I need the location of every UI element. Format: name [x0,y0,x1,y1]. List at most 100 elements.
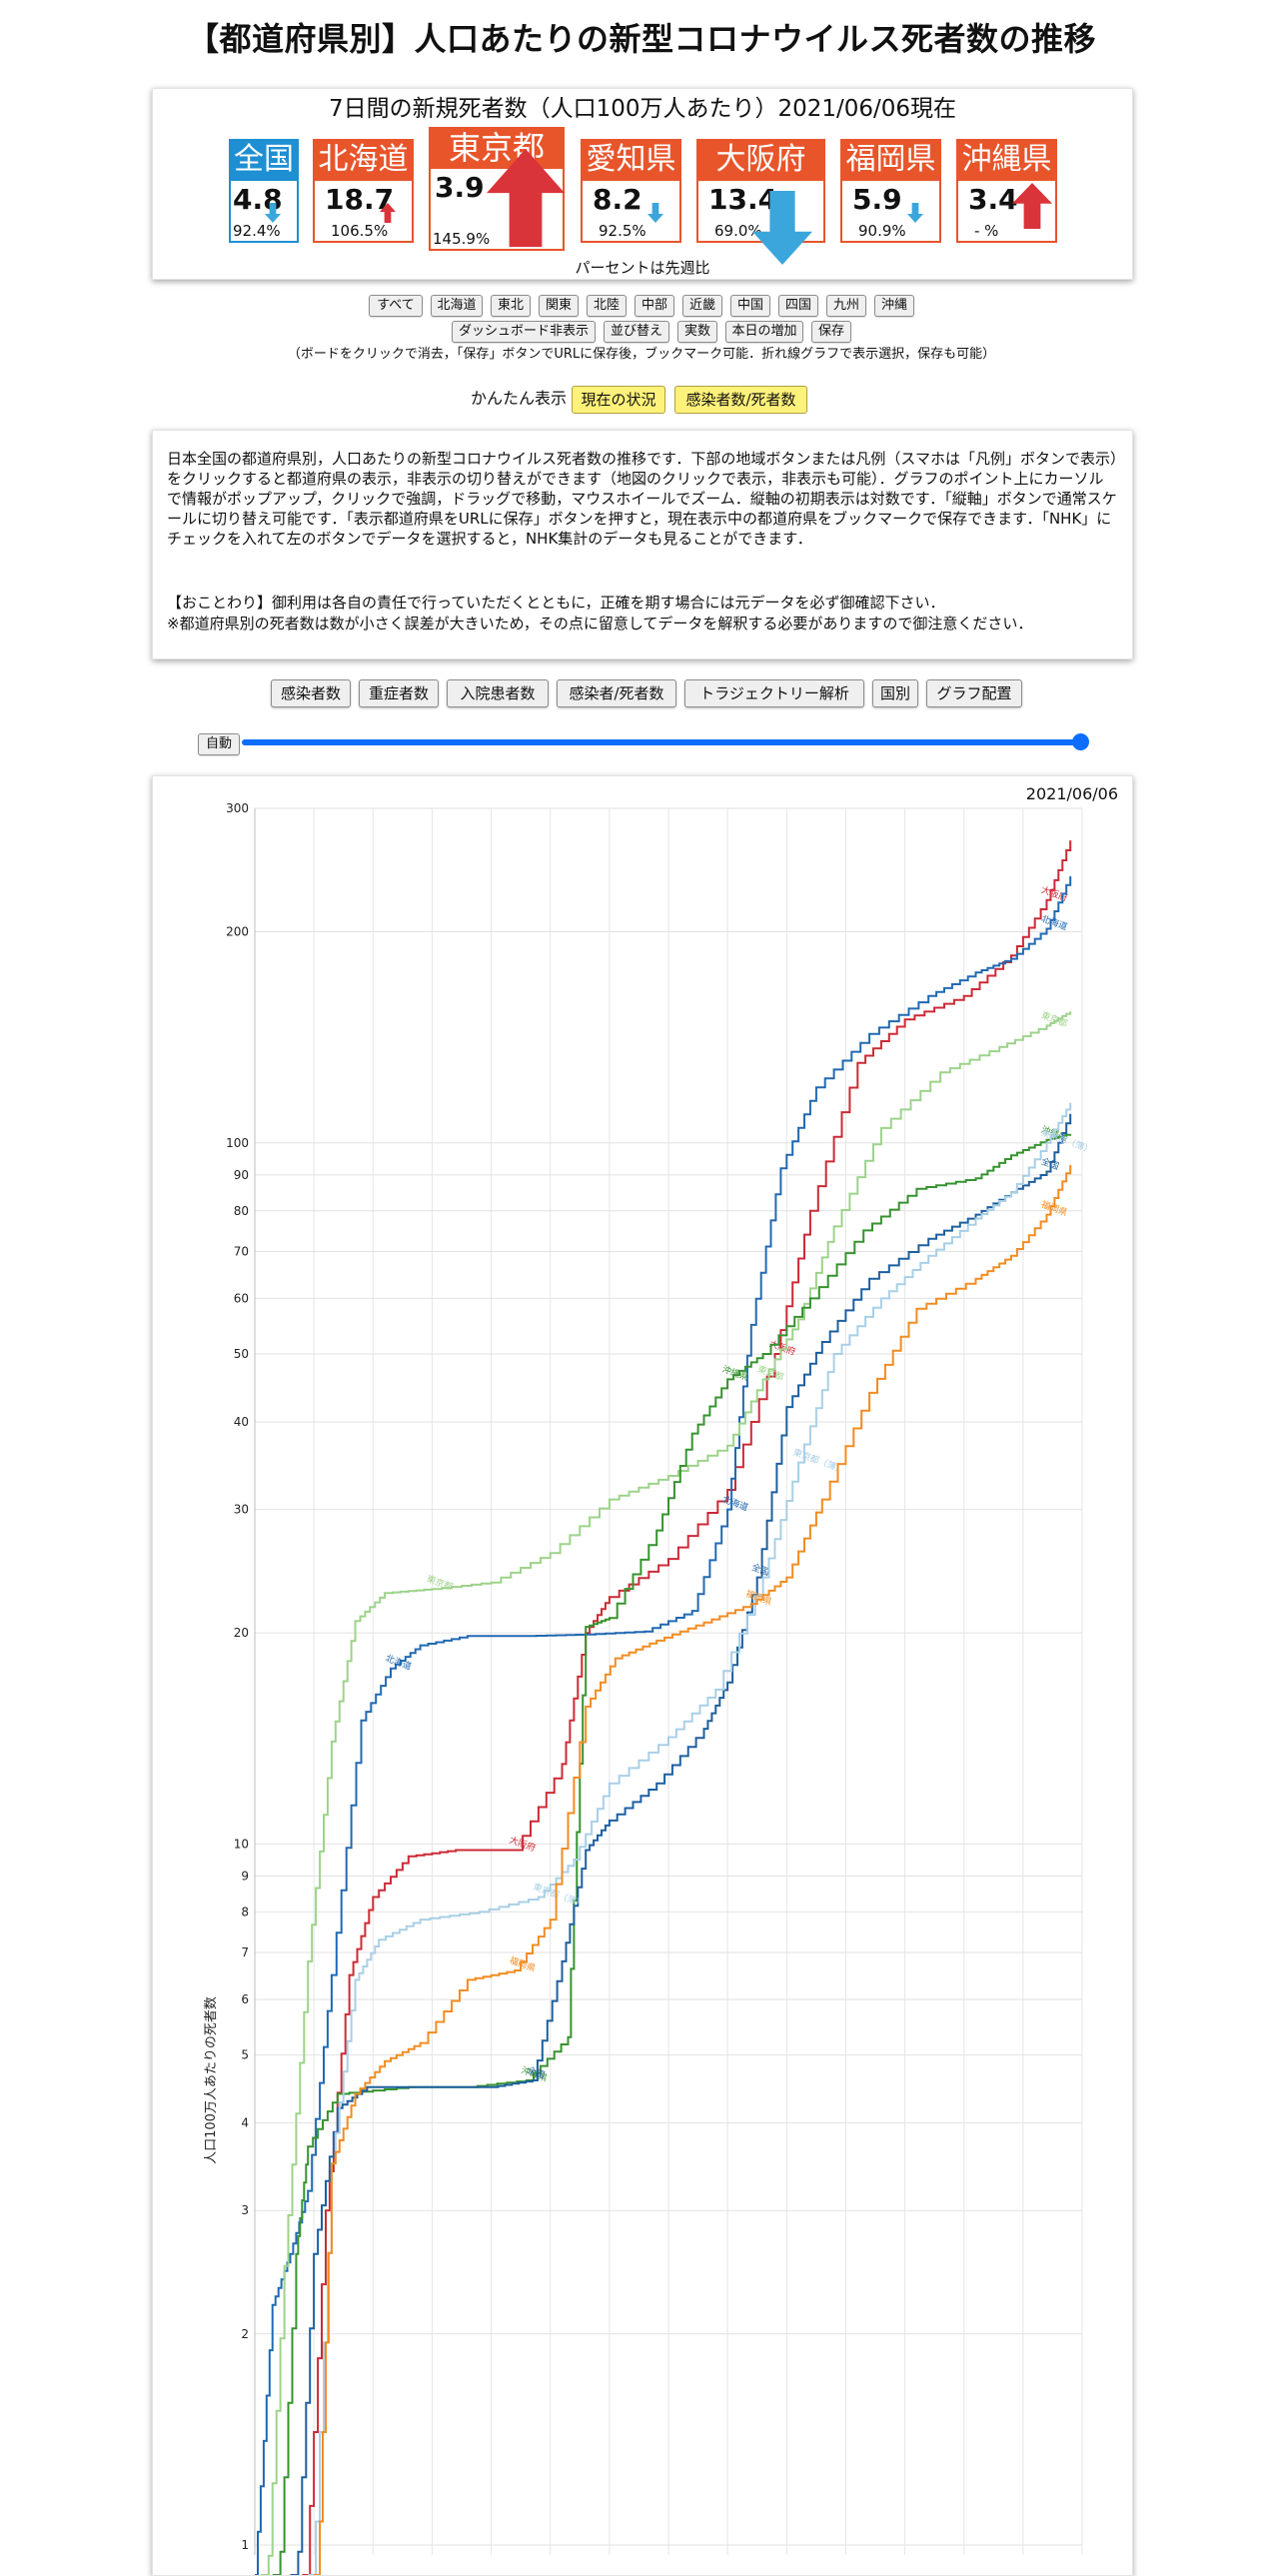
region-button-2[interactable]: 東北 [491,295,531,317]
region-button-5[interactable]: 中部 [635,295,674,317]
description-text: 日本全国の都道府県別，人口あたりの新型コロナウイルス死者数の推移です．下部の地域… [167,450,1118,548]
series-line [255,876,1072,2575]
region-button-8[interactable]: 四国 [778,295,818,317]
region-button-10[interactable]: 沖縄 [874,295,914,317]
y-tick-label: 7 [241,1945,249,1959]
mode-button-6[interactable]: グラフ配置 [926,679,1022,707]
series-line [308,1102,1072,2575]
y-tick-label: 40 [234,1415,249,1429]
card-body: 18.7 106.5% [315,181,412,241]
region-button-6[interactable]: 近畿 [682,295,722,317]
dashboard-card[interactable]: 全国 4.8 92.4% [229,139,299,243]
dashboard-heading: 7日間の新規死者数（人口100万人あたり）2021/06/06現在 [328,96,957,122]
region-button-4[interactable]: 北陸 [587,295,627,317]
card-value: 5.9 [852,183,902,216]
series-label: 東京都 [1039,1009,1068,1030]
up-arrow-icon [380,203,396,223]
card-week-ratio: 145.9% [433,230,491,248]
y-tick-label: 5 [241,2048,249,2062]
y-tick-label: 60 [234,1291,249,1305]
down-arrow-icon [265,203,281,223]
region-button-3[interactable]: 関東 [539,295,579,317]
card-body: 5.9 90.9% [842,181,939,241]
down-arrow-icon [647,203,663,223]
card-region-name: 愛知県 [586,142,676,177]
dashboard-card[interactable]: 大阪府 13.4 69.0% [696,139,825,265]
date-slider-track[interactable] [242,739,1081,745]
card-week-ratio: 106.5% [331,222,389,240]
down-arrow-icon [752,191,812,265]
chart-date: 2021/06/06 [1025,784,1118,803]
y-tick-label: 1 [241,2538,249,2552]
mode-button-1[interactable]: 重症者数 [359,679,439,707]
series-label: 全国 [1039,1155,1060,1172]
chart-panel: 2021/06/06 1 2 3 4 5 6 7 8 9 10 20 30 40 50 60 70 80 90 10… [152,775,1133,2576]
mode-button-3[interactable]: 感染者/死者数 [557,679,676,707]
y-tick-label: 80 [234,1204,249,1218]
y-tick-label: 300 [226,801,249,815]
simple-view-label: かんたん表示 [471,389,568,408]
cases-deaths-button[interactable]: 感染者数/死者数 [674,386,807,414]
y-tick-label: 4 [241,2116,249,2130]
description-panel: 日本全国の都道府県別，人口あたりの新型コロナウイルス死者数の推移です．下部の地域… [152,430,1133,659]
y-tick-label: 50 [234,1347,249,1361]
dashboard-card[interactable]: 愛知県 8.2 92.5% [581,139,681,243]
y-tick-label: 100 [226,1136,249,1150]
page-title: 【都道府県別】人口あたりの新型コロナウイルス死者数の推移 [186,20,1096,58]
card-week-ratio: 92.5% [599,222,646,240]
auto-button[interactable]: 自動 [198,733,240,755]
y-tick-label: 3 [241,2203,249,2217]
series-label: 北海道 [384,1652,413,1673]
card-week-ratio: 92.4% [233,222,281,240]
option-button-2[interactable]: 実数 [677,321,717,343]
card-week-ratio: - % [974,222,999,240]
option-button-3[interactable]: 本日の増加 [725,321,803,343]
mode-button-5[interactable]: 国別 [872,679,918,707]
y-tick-label: 90 [234,1168,249,1182]
card-week-ratio: 90.9% [858,222,906,240]
series-label: 北海道 [720,1493,749,1514]
y-tick-label: 200 [226,925,249,939]
dashboard-card[interactable]: 北海道 18.7 106.5% [313,139,414,243]
y-tick-label: 6 [241,1992,249,2006]
card-value: 8.2 [593,183,642,216]
up-arrow-icon [487,149,565,247]
y-tick-label: 70 [234,1244,249,1258]
dashboard-board[interactable]: 7日間の新規死者数（人口100万人あたり）2021/06/06現在 全国 4.8 9… [152,88,1133,280]
disclaimer-text: 【おことわり】御利用は各自の責任で行っていただくとともに，正確を期す場合には元デ… [167,594,945,612]
mode-button-2[interactable]: 入院患者数 [447,679,549,707]
option-button-0[interactable]: ダッシュボード非表示 [452,321,596,343]
y-tick-label: 8 [241,1905,249,1919]
card-region-name: 全国 [234,142,294,177]
mode-button-0[interactable]: 感染者数 [271,679,351,707]
date-slider-thumb[interactable] [1072,733,1089,750]
card-value: 3.4 [968,183,1018,216]
card-value: 3.9 [435,171,485,204]
mode-button-4[interactable]: トラジェクトリー解析 [684,679,864,707]
current-status-button[interactable]: 現在の状況 [572,386,665,414]
card-body: 13.4 69.0% [698,181,823,241]
region-button-0[interactable]: すべて [369,295,423,317]
y-tick-label: 9 [241,1869,249,1883]
card-region-name: 沖縄県 [961,142,1052,177]
dashboard-card[interactable]: 沖縄県 3.4 - % [956,139,1057,243]
card-region-name: 北海道 [318,142,409,177]
caution-text: ※都道府県別の死者数は数が小さく誤差が大きいため，その点に留意してデータを解釈す… [167,615,1033,633]
down-arrow-icon [907,203,923,223]
option-button-4[interactable]: 保存 [811,321,851,343]
up-arrow-icon [1012,183,1052,229]
series-line [260,1011,1072,2575]
dashboard-card[interactable]: 東京都 3.9 145.9% [429,127,565,251]
dashboard-card[interactable]: 福岡県 5.9 90.9% [840,139,941,243]
series-line [314,1164,1072,2575]
series-line [302,840,1072,2575]
option-button-1[interactable]: 並び替え [604,321,669,343]
dashboard-footnote: パーセントは先週比 [575,259,710,277]
region-button-9[interactable]: 九州 [826,295,866,317]
region-button-1[interactable]: 北海道 [431,295,483,317]
y-tick-label: 20 [234,1626,249,1640]
region-button-7[interactable]: 中国 [730,295,770,317]
series-line [290,1113,1072,2575]
deaths-line-chart[interactable]: 1 2 3 4 5 6 7 8 9 10 20 30 40 50 60 70 80 90 100 200 300 人口10… [153,776,1132,2575]
card-region-name: 大阪府 [715,142,806,177]
